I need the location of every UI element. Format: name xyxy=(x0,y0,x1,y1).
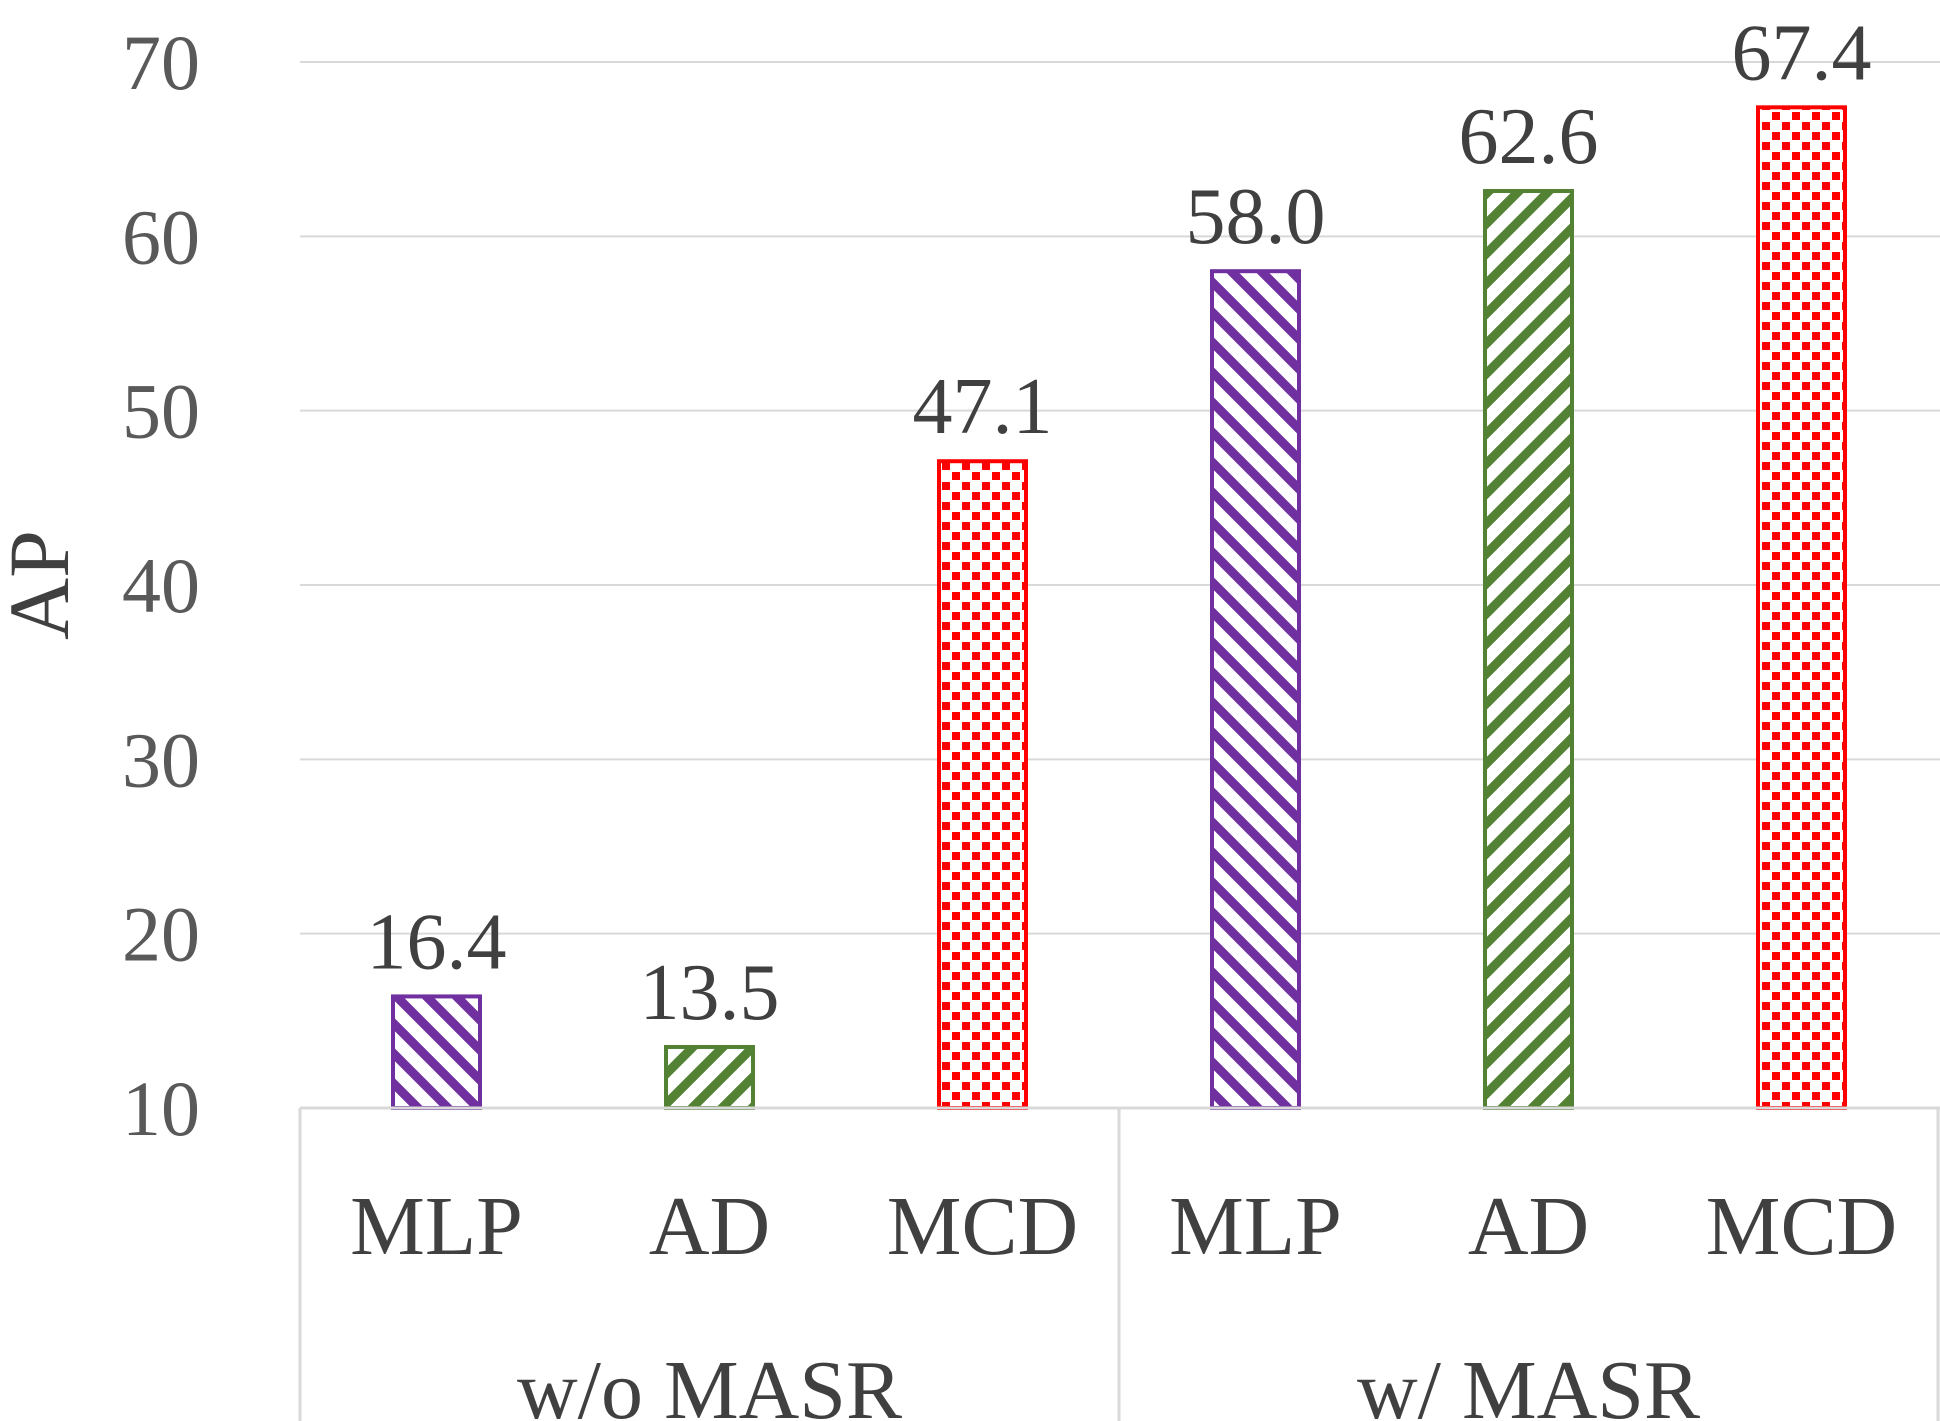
y-tick-label: 20 xyxy=(122,891,200,978)
bar-womasr-ad xyxy=(664,1044,755,1110)
y-tick-label: 70 xyxy=(122,19,200,106)
x-category-label: MCD xyxy=(887,1180,1078,1273)
data-label: 47.1 xyxy=(913,363,1053,451)
y-tick-label: 40 xyxy=(122,542,200,629)
bars xyxy=(391,105,1847,1111)
y-axis-title: AP xyxy=(0,530,87,640)
y-tick-label: 60 xyxy=(122,193,200,280)
x-group-label: w/o MASR xyxy=(517,1344,902,1421)
y-tick-label: 50 xyxy=(122,368,200,455)
y-tick-label: 10 xyxy=(122,1065,200,1152)
x-category-label: MLP xyxy=(350,1180,523,1273)
x-category-label: MCD xyxy=(1706,1180,1897,1273)
data-labels: 16.4 13.5 47.1 58.0 62.6 67.4 xyxy=(367,9,1872,1037)
y-tick-label: 30 xyxy=(122,716,200,803)
data-label: 13.5 xyxy=(640,949,780,1037)
gridlines xyxy=(300,61,1940,935)
data-label: 58.0 xyxy=(1186,173,1326,261)
bar-womasr-mcd xyxy=(937,459,1028,1110)
x-group-label: w/ MASR xyxy=(1357,1344,1700,1421)
bar-wmasr-ad xyxy=(1483,189,1574,1111)
bar-wmasr-mcd xyxy=(1756,105,1847,1111)
bar-womasr-mlp xyxy=(391,994,482,1111)
data-label: 16.4 xyxy=(367,898,507,986)
x-category-label: AD xyxy=(1468,1180,1589,1273)
data-label: 62.6 xyxy=(1459,93,1599,181)
bar-wmasr-mlp xyxy=(1210,269,1301,1110)
y-axis-ticks: 10 20 30 40 50 60 70 xyxy=(122,19,200,1152)
x-category-label: MLP xyxy=(1169,1180,1342,1273)
x-category-label: AD xyxy=(649,1180,770,1273)
data-label: 67.4 xyxy=(1732,9,1872,97)
